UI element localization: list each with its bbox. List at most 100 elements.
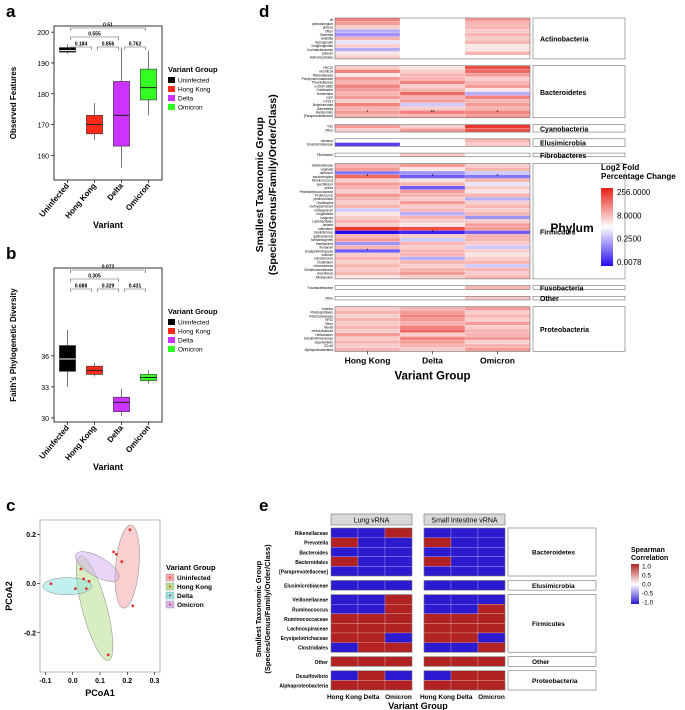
- heatmap-cell: [334, 340, 401, 345]
- point-delta: [49, 582, 53, 586]
- point-omicron: [112, 550, 116, 554]
- facet-strip: [423, 513, 506, 526]
- heatmap-cell: [464, 215, 531, 220]
- phylum-label-other: Other: [540, 296, 559, 303]
- row-label: Lactobacillales: [312, 220, 333, 224]
- legend-title: Spearman: [631, 547, 665, 554]
- heatmap-cell: [334, 153, 401, 157]
- legend-label: Delta: [177, 593, 193, 600]
- phylum-strip: [532, 306, 626, 352]
- x-tick-label: Omicron: [124, 181, 152, 212]
- ellipse-uninfected: [114, 524, 140, 609]
- heatmap-cell: [399, 197, 466, 201]
- panel-label-d: d: [259, 2, 270, 21]
- row-label: Other: [325, 322, 334, 326]
- heatmap-cell: [464, 197, 531, 201]
- heatmap-cell: [464, 182, 531, 186]
- heatmap-cell: [399, 73, 466, 77]
- heatmap-cell: [423, 613, 452, 624]
- legend-title: Correlation: [631, 555, 668, 562]
- heatmap-cell: [423, 632, 452, 643]
- row-label: pirocus: [323, 26, 334, 30]
- heatmap-cell: [450, 556, 479, 567]
- legend-swatch-hong-kong: [168, 328, 175, 334]
- heatmap-cell: [423, 556, 452, 567]
- heatmap-cell: [399, 163, 466, 168]
- heatmap-cell: [334, 87, 401, 92]
- row-label: fendarum: [320, 246, 334, 250]
- heatmap-cell: [477, 537, 506, 548]
- x-tick-label: Omicron: [478, 694, 505, 701]
- heatmap-cell: [334, 347, 401, 352]
- x-tick-label: Delta: [457, 694, 473, 701]
- legend-colorbar: [631, 564, 639, 604]
- heatmap-cell: [464, 340, 531, 345]
- phylum-label-firmicutes: Firmicutes: [540, 229, 576, 236]
- phylum-strip: [532, 124, 626, 133]
- bracket-p-value: 0.856: [102, 42, 115, 48]
- point-delta: [74, 587, 77, 591]
- heatmap-cell: [464, 138, 531, 143]
- heatmap-cell: [334, 128, 401, 133]
- bracket-p-value: 0.305: [88, 274, 101, 280]
- point-omicron: [114, 552, 118, 556]
- heatmap-cell: [450, 594, 479, 605]
- heatmap-cell: [423, 566, 452, 577]
- heatmap-cell: [464, 241, 531, 246]
- heatmap-cell: [334, 163, 401, 168]
- heatmap-cell: [423, 604, 452, 614]
- legend-swatch-omicron: [168, 346, 175, 352]
- heatmap-cell: [464, 193, 531, 198]
- legend-label: Uninfected: [178, 78, 209, 85]
- heatmap-cell: [450, 642, 479, 653]
- heatmap-cell: [464, 73, 531, 77]
- significance-bracket: [70, 288, 92, 292]
- row-label: fermentans: [317, 92, 333, 96]
- bracket-p-value: 0.431: [129, 284, 142, 290]
- phylum-strip: [532, 295, 626, 301]
- legend-swatch-hong-kong: [168, 86, 175, 92]
- heatmap-cell: [384, 670, 413, 681]
- row-label: Clostridium: [317, 260, 333, 264]
- facet-frame: [423, 656, 506, 667]
- heatmap-cell: [330, 594, 359, 605]
- heatmap-cell: [399, 208, 466, 213]
- heatmap-cell: [334, 285, 401, 290]
- heatmap-cell: [334, 51, 401, 56]
- heatmap-cell: [450, 632, 479, 643]
- row-label: Lachnospiraceae: [287, 627, 328, 633]
- row-label: Actinomycetales: [310, 55, 334, 59]
- heatmap-cell: [357, 580, 386, 591]
- box-uninfected: [59, 345, 76, 372]
- heatmap-cell: [334, 200, 401, 205]
- y-tick-label: 180: [37, 92, 49, 99]
- phylum-label-fibrobacteres: Fibrobacteres: [540, 153, 586, 160]
- heatmap-cell: [399, 142, 466, 147]
- heatmap-cell: [357, 566, 386, 577]
- heatmap-cell: [399, 153, 466, 157]
- heatmap-cell: [477, 527, 506, 538]
- facet-frame: [423, 580, 506, 591]
- heatmap-cell: [334, 208, 401, 213]
- heatmap-cell: [399, 347, 466, 352]
- y-tick-label: 200: [37, 30, 49, 37]
- heatmap-cell: [464, 124, 531, 129]
- heatmap-cell: [384, 556, 413, 567]
- heatmap-cell: [399, 275, 466, 279]
- heatmap-cell: [334, 99, 401, 103]
- row-label: Pediococcus: [315, 193, 333, 197]
- heatmap-cell: [334, 80, 401, 85]
- heatmap-cell: [334, 204, 401, 209]
- row-label: Other: [325, 128, 334, 132]
- heatmap-cell: [334, 55, 401, 59]
- row-label: lactaris: [323, 223, 334, 227]
- phylum-strip: [532, 65, 626, 119]
- point-uninfected: [128, 528, 132, 532]
- row-label: Alphaproteobacteria: [279, 684, 328, 690]
- row-label: Ruminococcaceae: [284, 617, 328, 623]
- heatmap-cell: [357, 527, 386, 538]
- heatmap-cell: [330, 527, 359, 538]
- legend-tick-label: -0.5: [642, 591, 654, 598]
- significance-star: *: [497, 174, 499, 180]
- heatmap-cell: [464, 317, 531, 322]
